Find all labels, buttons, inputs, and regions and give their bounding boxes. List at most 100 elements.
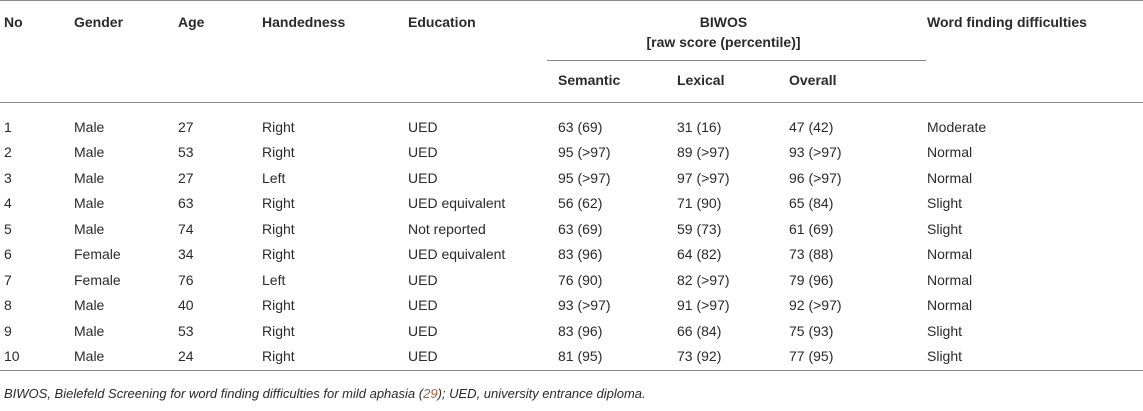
cell-overall: 92 (>97) [789,297,842,313]
cell-age: 27 [178,169,194,186]
cell-lexical: 59 (73) [677,220,722,237]
table-body: 1 Male 27 Right UED 63 (69) 31 (16) 47 (42) Mode… [0,102,1143,371]
table-row: 1 Male 27 Right UED 63 (69) 31 (16) 47 (42) Mode… [0,102,1143,140]
cell-no: 8 [4,297,12,313]
table-row: 6 Female 34 Right UED equivalent 83 (96) 64 (8… [0,242,1143,268]
cell-lexical: 89 (>97) [677,144,730,160]
header-education: Education [408,14,476,30]
cell-gender: Male [74,144,105,160]
header-word-finding: Word finding difficulties [927,14,1087,30]
cell-overall: 73 (88) [789,246,834,262]
cell-no: 1 [4,118,12,135]
cell-lexical: 66 (84) [677,322,722,339]
cell-no: 4 [4,195,12,211]
header-biwos: BIWOS [raw score (percentile)] [558,1,927,53]
cell-word-finding: Normal [927,169,973,186]
table-row: 7 Female 76 Left UED 76 (90) 82 (>97) 79 (96) No… [0,268,1143,294]
cell-gender: Female [74,246,121,262]
cell-lexical: 64 (82) [677,246,722,262]
cell-word-finding: Normal [927,297,973,313]
table-row: 5 Male 74 Right Not reported 63 (69) 59 (73) 61… [0,217,1143,243]
cell-overall: 47 (42) [789,118,834,135]
cell-no: 6 [4,246,12,262]
cell-no: 3 [4,169,12,186]
cell-word-finding: Slight [927,195,963,211]
cell-word-finding: Slight [927,344,1143,371]
header-biwos-title: BIWOS [699,14,748,30]
cell-lexical: 31 (16) [677,118,722,135]
cell-education: UED equivalent [408,246,506,262]
cell-age: 76 [178,271,194,288]
cell-education: UED [408,169,438,186]
biwos-subheader-divider [547,60,926,61]
header-gender: Gender [74,14,124,30]
cell-overall: 79 (96) [789,271,834,288]
cell-gender: Male [74,297,105,313]
cell-education: UED [408,297,438,313]
cell-overall: 96 (>97) [789,169,842,186]
cell-overall: 65 (84) [789,195,834,211]
cell-gender: Male [74,195,105,211]
cell-education: Not reported [408,220,486,237]
cell-gender: Male [74,322,105,339]
cell-no: 10 [0,344,74,371]
header-no: No [4,14,23,30]
cell-age: 27 [178,118,194,135]
cell-handedness: Right [262,297,295,313]
cell-overall: 61 (69) [789,220,834,237]
cell-semantic: 76 (90) [558,271,603,288]
cell-education: UED [408,118,438,135]
table-footnote: BIWOS, Bielefeld Screening for word find… [4,386,646,401]
cell-semantic: 83 (96) [558,322,603,339]
cell-gender: Male [74,118,105,135]
cell-age: 53 [178,322,194,339]
cell-education: UED [408,271,438,288]
header-biwos-subtitle: [raw score (percentile)] [646,34,801,50]
cell-semantic: 93 (>97) [558,297,611,313]
participants-table: No Gender Age Handedness Education BIWOS… [0,0,1143,371]
footnote-citation-link[interactable]: 29 [423,386,438,401]
cell-no: 2 [4,144,12,160]
table-row: 10 Male 24 Right UED 81 (95) 73 (92) 77 (95) Sli… [0,344,1143,371]
cell-gender: Female [74,271,121,288]
cell-semantic: 95 (>97) [558,144,611,160]
footnote-text-1: BIWOS, Bielefeld Screening for word find… [4,386,424,401]
table-row: 2 Male 53 Right UED 95 (>97) 89 (>97) 93 (>97) N… [0,140,1143,166]
header-semantic: Semantic [558,72,621,88]
header-lexical: Lexical [677,72,725,88]
cell-word-finding: Moderate [927,118,987,135]
cell-semantic: 95 (>97) [558,169,611,186]
cell-handedness: Right [262,195,295,211]
cell-word-finding: Normal [927,144,973,160]
cell-semantic: 63 (69) [558,220,603,237]
header-handedness: Handedness [262,14,346,30]
header-row-main: No Gender Age Handedness Education BIWOS… [0,0,1143,53]
cell-semantic: 83 (96) [558,246,603,262]
cell-lexical: 82 (>97) [677,271,730,288]
table-row: 9 Male 53 Right UED 83 (96) 66 (84) 75 (93) Slig… [0,319,1143,345]
cell-no: 7 [4,271,12,288]
cell-word-finding: Slight [927,220,963,237]
cell-handedness: Right [262,220,295,237]
cell-semantic: 56 (62) [558,195,603,211]
cell-gender: Male [74,220,105,237]
cell-handedness: Left [262,169,286,186]
cell-handedness: Right [262,344,408,371]
cell-word-finding: Normal [927,271,973,288]
cell-no: 5 [4,220,12,237]
cell-overall: 75 (93) [789,322,834,339]
cell-semantic: 81 (95) [558,344,677,371]
cell-education: UED equivalent [408,195,506,211]
cell-semantic: 63 (69) [558,118,603,135]
cell-word-finding: Slight [927,322,963,339]
cell-age: 34 [178,246,194,262]
cell-age: 53 [178,144,194,160]
cell-age: 74 [178,220,194,237]
table-row: 4 Male 63 Right UED equivalent 56 (62) 71 (90)… [0,191,1143,217]
cell-lexical: 71 (90) [677,195,722,211]
cell-overall: 93 (>97) [789,144,842,160]
cell-education: UED [408,144,438,160]
cell-handedness: Left [262,271,286,288]
cell-age: 24 [178,344,262,371]
